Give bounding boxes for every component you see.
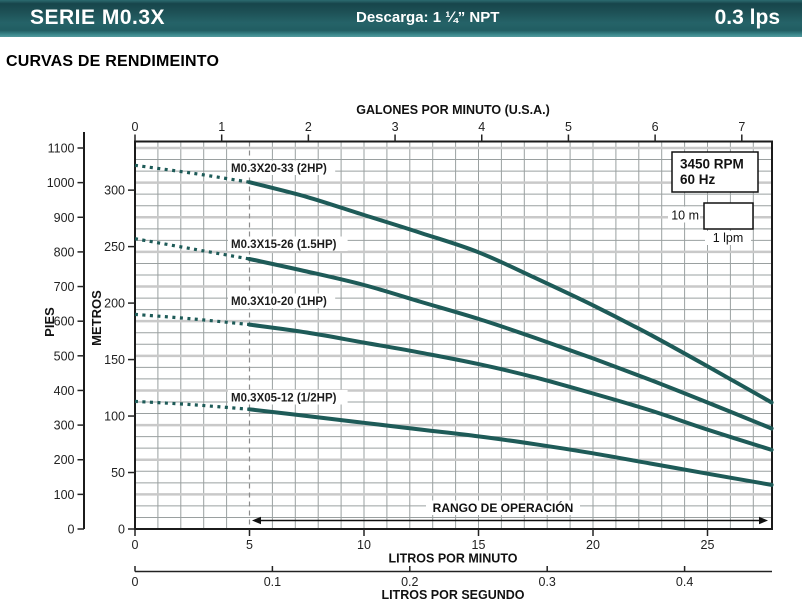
scale-box: [703, 202, 754, 230]
svg-text:3450 RPM: 3450 RPM: [680, 157, 744, 172]
svg-text:0.2: 0.2: [401, 575, 418, 589]
svg-text:5: 5: [246, 538, 253, 552]
svg-text:25: 25: [701, 538, 715, 552]
discharge-spec: Descarga: 1 ¼” NPT: [356, 9, 500, 26]
svg-text:10: 10: [357, 538, 371, 552]
grid: [135, 141, 772, 529]
series-title: SERIE M0.3X: [30, 6, 166, 29]
svg-text:0: 0: [132, 538, 139, 552]
svg-text:600: 600: [54, 315, 75, 329]
curve-label: M0.3X20-33 (2HP): [228, 160, 336, 175]
page-title: CURVAS DE RENDIMEINTO: [6, 53, 220, 70]
operation-range: RANGO DE OPERACIÓN: [252, 500, 768, 525]
curve-label: M0.3X10-20 (1HP): [228, 293, 336, 308]
svg-text:0: 0: [132, 120, 139, 134]
svg-text:PIES: PIES: [42, 307, 57, 337]
rpm-box: [671, 151, 759, 193]
svg-text:60 Hz: 60 Hz: [680, 172, 716, 187]
svg-text:M0.3X10-20 (1HP): M0.3X10-20 (1HP): [231, 296, 327, 308]
svg-text:LITROS POR MINUTO: LITROS POR MINUTO: [389, 552, 518, 566]
curve-label: M0.3X05-12 (1/2HP): [228, 390, 348, 405]
svg-text:200: 200: [104, 297, 125, 311]
svg-text:300: 300: [104, 184, 125, 198]
svg-text:1 lpm: 1 lpm: [713, 231, 744, 245]
axis-metros: 0 50 100 150 200 250 300 METROS: [89, 184, 135, 537]
svg-text:100: 100: [54, 488, 75, 502]
svg-text:150: 150: [104, 353, 125, 367]
svg-text:200: 200: [54, 453, 75, 467]
svg-text:M0.3X15-26 (1.5HP): M0.3X15-26 (1.5HP): [231, 239, 337, 251]
svg-text:RANGO DE OPERACIÓN: RANGO DE OPERACIÓN: [433, 500, 574, 515]
curve-M0.3X05-12 (1/2HP): [247, 407, 774, 487]
flow-rating: 0.3 lps: [714, 6, 780, 29]
svg-text:800: 800: [54, 245, 75, 259]
axis-lpm: 0 5 10 15 20 25 LITROS POR MINUTO: [132, 529, 715, 566]
svg-text:1100: 1100: [48, 142, 75, 156]
curve-label: M0.3X15-26 (1.5HP): [228, 236, 348, 251]
curve-dotted-M0.3X10-20 (1HP): [134, 312, 250, 327]
svg-text:700: 700: [54, 280, 75, 294]
svg-text:LITROS POR SEGUNDO: LITROS POR SEGUNDO: [381, 588, 524, 602]
svg-text:400: 400: [54, 384, 75, 398]
svg-text:100: 100: [104, 410, 125, 424]
curve-M0.3X20-33 (2HP): [247, 180, 774, 405]
svg-text:GALONES POR MINUTO (U.S.A.): GALONES POR MINUTO (U.S.A.): [356, 103, 550, 117]
axis-gpm: 0 1 2 3 4 5 6 7 GALONES POR MINUTO (U.S.A.): [132, 103, 745, 142]
svg-text:250: 250: [104, 240, 125, 254]
pump-curves: [134, 163, 774, 487]
svg-text:50: 50: [111, 466, 125, 480]
svg-text:M0.3X05-12 (1/2HP): M0.3X05-12 (1/2HP): [231, 393, 337, 405]
svg-text:10 m: 10 m: [671, 209, 699, 223]
axis-lps: 0 0.1 0.2 0.3 0.4 LITROS POR SEGUNDO: [132, 566, 772, 602]
svg-text:2: 2: [305, 120, 312, 134]
svg-text:1000: 1000: [47, 176, 75, 190]
svg-text:500: 500: [54, 349, 75, 363]
svg-text:4: 4: [478, 120, 485, 134]
svg-text:0: 0: [68, 523, 75, 537]
svg-text:300: 300: [54, 419, 75, 433]
svg-text:6: 6: [652, 120, 659, 134]
svg-text:0: 0: [118, 523, 125, 537]
svg-text:15: 15: [472, 538, 486, 552]
svg-text:7: 7: [738, 120, 745, 134]
svg-text:1: 1: [218, 120, 225, 134]
svg-text:900: 900: [54, 211, 75, 225]
svg-text:0.4: 0.4: [676, 575, 693, 589]
plot-frame: [134, 140, 773, 530]
svg-text:0.3: 0.3: [539, 575, 556, 589]
svg-text:0: 0: [132, 575, 139, 589]
svg-text:0.1: 0.1: [264, 575, 281, 589]
svg-text:3: 3: [392, 120, 399, 134]
curve-M0.3X15-26 (1.5HP): [247, 257, 774, 431]
svg-text:20: 20: [586, 538, 600, 552]
svg-text:M0.3X20-33 (2HP): M0.3X20-33 (2HP): [231, 163, 327, 175]
axis-pies: 0 100 200 300 400 500 600 700 800 900 1000 1100 PIES: [42, 132, 85, 537]
header-bar: SERIE M0.3X Descarga: 1 ¼” NPT 0.3 lps: [0, 0, 802, 37]
svg-text:5: 5: [565, 120, 572, 134]
svg-text:METROS: METROS: [89, 290, 104, 346]
curve-M0.3X10-20 (1HP): [247, 322, 774, 452]
